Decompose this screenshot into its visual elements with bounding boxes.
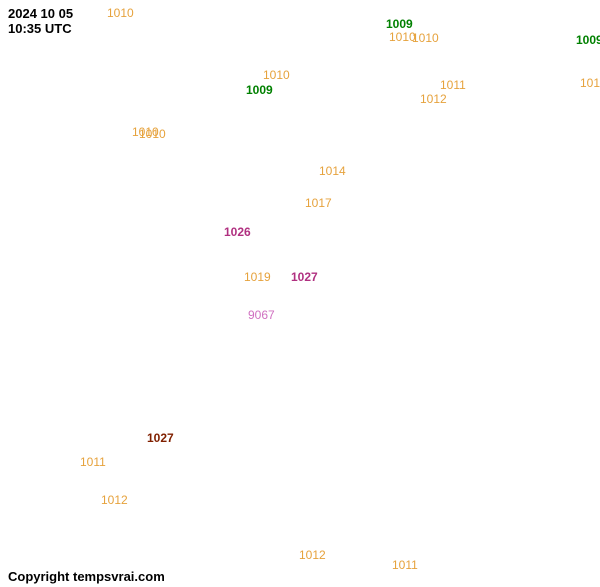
data-point: 1010 xyxy=(412,31,439,45)
data-point: 1010 xyxy=(139,127,166,141)
data-point: 1011 xyxy=(80,455,106,469)
data-point: 1012 xyxy=(420,92,447,106)
data-point: 9067 xyxy=(248,308,275,322)
data-point: 1012 xyxy=(101,493,128,507)
data-point: 1009 xyxy=(246,83,273,97)
data-point: 1011 xyxy=(392,558,418,572)
data-point: 1014 xyxy=(319,164,346,178)
data-point: 1026 xyxy=(224,225,251,239)
data-point: 1011 xyxy=(440,78,466,92)
data-point: 1009 xyxy=(576,33,600,47)
header-date: 2024 10 05 xyxy=(8,6,73,21)
data-point: 1027 xyxy=(147,431,174,445)
data-point: 1011 xyxy=(580,76,600,90)
data-point: 1019 xyxy=(244,270,271,284)
data-point: 1017 xyxy=(305,196,332,210)
data-point: 1010 xyxy=(263,68,290,82)
data-point: 1010 xyxy=(107,6,134,20)
data-point: 1012 xyxy=(299,548,326,562)
data-point: 1009 xyxy=(386,17,413,31)
header-time: 10:35 UTC xyxy=(8,21,72,36)
copyright-text: Copyright tempsvrai.com xyxy=(8,569,165,584)
data-point: 1027 xyxy=(291,270,318,284)
